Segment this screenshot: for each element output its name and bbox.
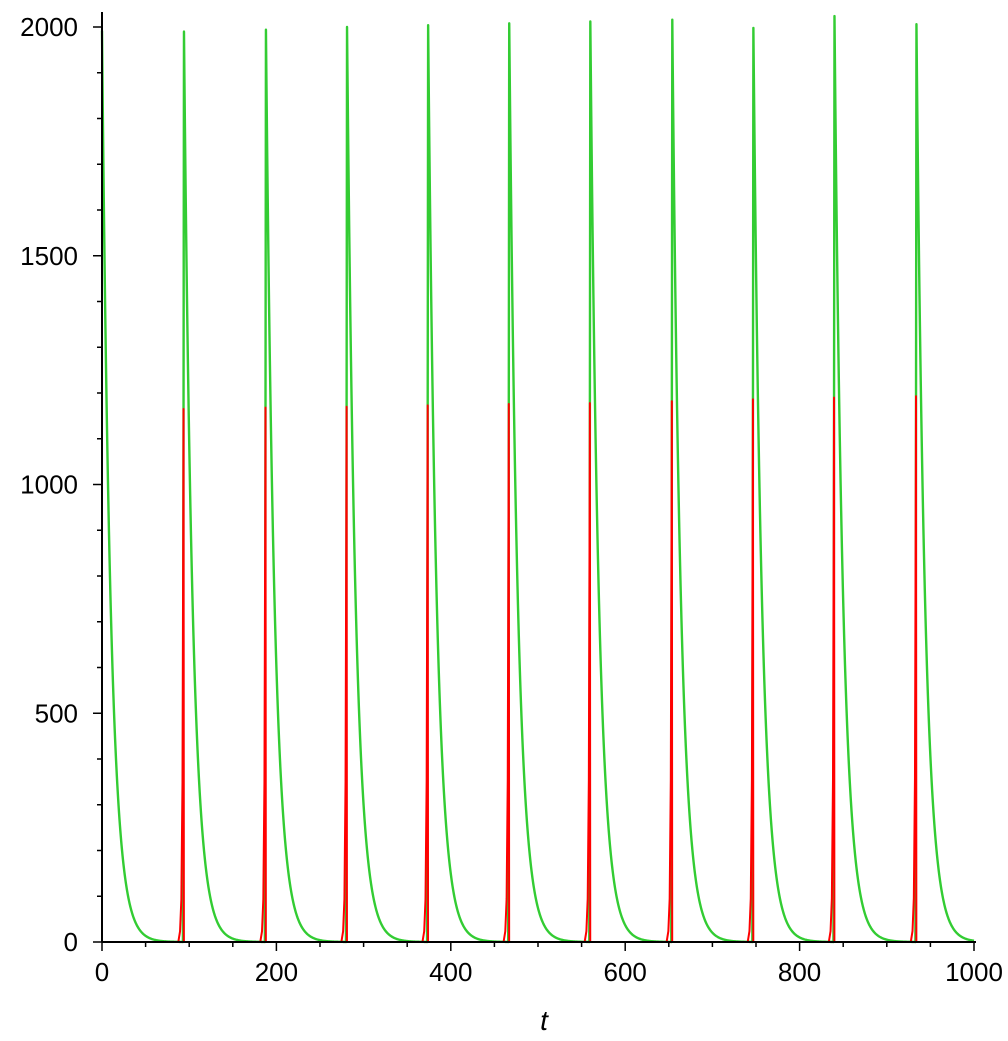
x-tick-label: 200: [255, 957, 298, 987]
x-tick-label: 600: [604, 957, 647, 987]
series-line-green: [100, 14, 975, 944]
x-tick-label: 400: [429, 957, 472, 987]
tick-layer: 0 200 400 600 800 1000 0 500 1000 1500 2000: [20, 12, 1003, 987]
y-tick-label: 0: [64, 927, 78, 957]
axis-layer: [101, 12, 976, 943]
y-tick-label: 1000: [20, 470, 78, 500]
x-tick-label: 0: [95, 957, 109, 987]
y-tick-label: 1500: [20, 241, 78, 271]
series-line-red: [101, 395, 974, 943]
x-tick-label: 800: [778, 957, 821, 987]
x-tick-label: 1000: [945, 957, 1003, 987]
series-layer: [100, 14, 975, 944]
y-tick-label: 500: [35, 698, 78, 728]
x-axis-title: t: [540, 1005, 549, 1036]
y-tick-label: 2000: [20, 12, 78, 42]
